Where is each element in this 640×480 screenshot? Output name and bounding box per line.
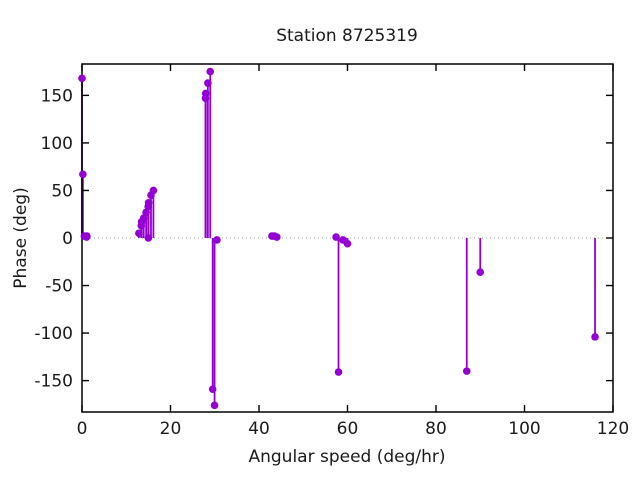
x-tick-label: 20 <box>160 419 182 439</box>
x-tick-label: 80 <box>425 419 447 439</box>
y-tick-label: -50 <box>45 277 73 297</box>
data-point <box>149 186 158 195</box>
x-tick-label: 120 <box>597 419 629 439</box>
data-point <box>135 229 143 238</box>
data-point <box>476 268 485 277</box>
data-point <box>213 236 221 244</box>
y-tick-label: -100 <box>34 324 73 344</box>
data-point <box>591 333 599 341</box>
y-tick-label: 150 <box>41 86 73 106</box>
data-point <box>144 199 153 207</box>
data-point <box>210 401 219 410</box>
chart-title: Station 8725319 <box>276 26 418 46</box>
data-point <box>139 214 148 222</box>
data-point <box>343 239 352 248</box>
data-point <box>462 367 471 375</box>
data-point <box>201 89 210 98</box>
data-point <box>334 368 343 376</box>
data-point <box>144 234 153 242</box>
x-tick-label: 40 <box>248 419 270 439</box>
data-point <box>204 79 212 87</box>
x-tick-label: 60 <box>337 419 359 439</box>
data-point <box>78 74 86 83</box>
x-axis-label: Angular speed (deg/hr) <box>248 447 446 467</box>
data-point <box>142 208 150 217</box>
data-point <box>79 170 87 179</box>
y-tick-label: -150 <box>34 372 73 392</box>
x-tick-label: 0 <box>77 419 88 439</box>
y-tick-label: 50 <box>51 181 73 201</box>
y-tick-label: 100 <box>41 134 73 154</box>
data-point <box>83 232 91 240</box>
data-point <box>208 385 217 393</box>
data-point <box>273 233 281 241</box>
data-point <box>332 233 340 241</box>
data-point <box>206 67 215 76</box>
y-tick-label: 0 <box>62 229 73 249</box>
x-tick-label: 100 <box>508 419 540 439</box>
